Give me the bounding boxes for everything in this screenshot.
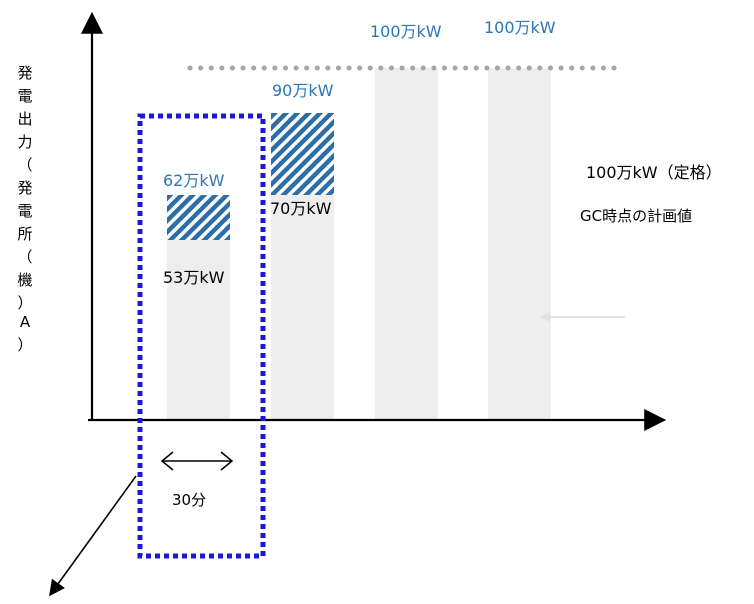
- interval-double-arrow-icon: [160, 451, 234, 471]
- bar-1-actual-label: 62万kW: [163, 171, 225, 190]
- bar-4-value-label: 100万kW: [484, 18, 556, 37]
- svg-text:所: 所: [17, 225, 32, 243]
- bar-1: [167, 240, 230, 420]
- bar-1-increment: [167, 195, 230, 240]
- bar-2-increment: [271, 113, 334, 195]
- svg-text:機: 機: [17, 271, 32, 289]
- svg-text:力: 力: [17, 133, 32, 151]
- bar-2-actual-label: 90万kW: [272, 81, 334, 100]
- y-axis-label: 発 電 出 力 （ 発 電 所 （ 機 ） A ）: [17, 64, 32, 354]
- svg-text:発: 発: [17, 179, 32, 197]
- svg-text:）: ）: [17, 294, 32, 312]
- svg-text:）: ）: [17, 336, 32, 354]
- interval-label: 30分: [172, 491, 206, 509]
- svg-text:（: （: [17, 248, 32, 266]
- bar-4: [488, 68, 551, 420]
- bar-3: [375, 68, 438, 420]
- bar-3-value-label: 100万kW: [370, 22, 442, 41]
- bar-2: [271, 195, 334, 420]
- diagonal-arrow: [49, 475, 137, 597]
- svg-text:電: 電: [17, 202, 32, 220]
- svg-text:A: A: [20, 313, 31, 331]
- svg-text:（: （: [17, 156, 32, 174]
- rated-output-label: 100万kW（定格）: [586, 163, 722, 182]
- bar-2-planned-label: 70万kW: [270, 199, 332, 218]
- svg-text:発: 発: [17, 64, 32, 82]
- svg-text:出: 出: [17, 110, 32, 128]
- svg-text:電: 電: [17, 87, 32, 105]
- plan-value-label: GC時点の計画値: [580, 207, 692, 225]
- interval-frame: [137, 113, 266, 559]
- bar-1-planned-label: 53万kW: [163, 268, 225, 287]
- plan-pointer-arrow-icon: [540, 312, 550, 322]
